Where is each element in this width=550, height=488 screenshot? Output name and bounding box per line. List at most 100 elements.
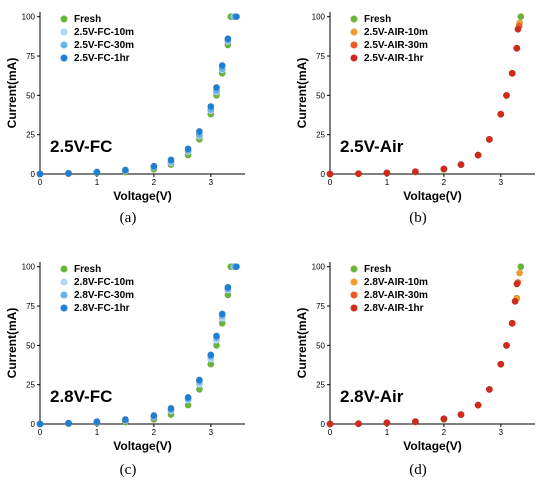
- legend-marker: [350, 15, 358, 23]
- y-tick-label: 75: [316, 52, 325, 61]
- data-point: [207, 351, 215, 359]
- legend-label: 2.5V-AIR-10m: [364, 27, 428, 38]
- x-tick-label: 2: [152, 178, 157, 187]
- y-tick-label: 0: [321, 170, 326, 179]
- legend-marker: [350, 41, 358, 49]
- data-point: [167, 156, 175, 164]
- panel-label: 2.5V-FC: [50, 137, 112, 156]
- legend-label: 2.8V-FC-10m: [74, 277, 134, 288]
- y-tick-label: 0: [321, 420, 326, 429]
- data-point: [224, 35, 232, 43]
- data-point: [207, 103, 215, 110]
- data-point: [457, 411, 465, 418]
- chart-panel: 0 25 50 75 100 0 1 2 3 Voltage(V) Current(mA) Fresh…: [5, 262, 245, 478]
- panel-caption: (b): [409, 210, 427, 226]
- y-tick-label: 50: [26, 91, 35, 100]
- legend-label: Fresh: [74, 264, 101, 275]
- legend-marker: [60, 304, 68, 312]
- data-point: [513, 44, 521, 52]
- legend-label: 2.5V-FC-30m: [74, 40, 134, 51]
- data-point: [195, 376, 203, 384]
- x-tick-label: 1: [95, 178, 100, 187]
- legend-label: 2.5V-AIR-30m: [364, 40, 428, 51]
- data-point: [503, 92, 510, 99]
- data-point: [195, 128, 203, 135]
- chart-panel: 0 25 50 75 100 0 1 2 3 Voltage(V) Current(mA) Fresh…: [295, 12, 535, 226]
- data-point: [508, 319, 516, 327]
- data-point: [474, 401, 482, 409]
- x-tick-label: 1: [385, 178, 390, 187]
- y-tick-label: 50: [316, 341, 325, 350]
- data-point: [485, 135, 493, 143]
- legend-label: 2.8V-AIR-30m: [364, 290, 428, 301]
- legend-label: 2.8V-FC-30m: [74, 290, 134, 301]
- x-tick-label: 3: [499, 428, 504, 437]
- x-tick-label: 0: [38, 178, 43, 187]
- data-point: [411, 168, 419, 176]
- y-tick-label: 50: [26, 341, 35, 350]
- legend-marker: [350, 304, 358, 312]
- x-axis-title: Voltage(V): [113, 439, 171, 453]
- data-point: [474, 151, 482, 159]
- panel-label: 2.5V-Air: [340, 137, 404, 156]
- panel-label: 2.8V-FC: [50, 387, 112, 406]
- y-tick-label: 0: [31, 420, 36, 429]
- data-point: [497, 360, 505, 368]
- legend-marker: [350, 265, 358, 273]
- legend-marker: [350, 28, 358, 36]
- data-point: [503, 341, 510, 349]
- legend-label: Fresh: [364, 264, 391, 275]
- data-point: [150, 162, 158, 170]
- data-point: [122, 166, 129, 174]
- legend-label: Fresh: [74, 14, 101, 25]
- data-point: [440, 415, 448, 423]
- y-tick-label: 75: [316, 302, 325, 311]
- legend-label: 2.5V-FC-1hr: [74, 53, 130, 64]
- x-tick-label: 2: [442, 428, 447, 437]
- legend-marker: [60, 291, 68, 299]
- x-axis-title: Voltage(V): [113, 189, 171, 203]
- x-tick-label: 0: [328, 178, 333, 187]
- x-tick-label: 1: [385, 428, 390, 437]
- legend-marker: [60, 278, 68, 286]
- legend-marker: [350, 278, 358, 286]
- data-point: [184, 393, 192, 401]
- data-point: [224, 283, 232, 291]
- y-tick-label: 75: [26, 52, 35, 61]
- y-tick-label: 100: [22, 263, 36, 272]
- x-tick-label: 2: [152, 428, 157, 437]
- data-point: [508, 69, 516, 77]
- data-point: [440, 165, 448, 173]
- x-tick-label: 0: [328, 428, 333, 437]
- y-axis-title: Current(mA): [5, 58, 19, 129]
- y-tick-label: 75: [26, 302, 35, 311]
- legend-label: 2.5V-FC-10m: [74, 27, 134, 38]
- data-point: [65, 419, 72, 427]
- legend-marker: [350, 291, 358, 299]
- data-point: [36, 170, 44, 178]
- data-point: [485, 385, 493, 393]
- y-tick-label: 0: [31, 170, 36, 179]
- data-point: [514, 25, 522, 33]
- x-tick-label: 1: [95, 428, 100, 437]
- x-tick-label: 2: [442, 178, 447, 187]
- legend-marker: [60, 28, 68, 36]
- data-point: [93, 418, 101, 425]
- data-point: [167, 404, 175, 412]
- x-tick-label: 0: [38, 428, 43, 437]
- chart-panel: 0 25 50 75 100 0 1 2 3 Voltage(V) Current(mA) Fresh…: [5, 12, 245, 226]
- data-point: [233, 13, 240, 21]
- y-tick-label: 50: [316, 91, 325, 100]
- data-point: [355, 170, 362, 178]
- y-tick-label: 25: [26, 131, 35, 140]
- data-point: [184, 145, 192, 153]
- y-axis-title: Current(mA): [295, 308, 309, 379]
- panel-caption: (c): [120, 462, 137, 478]
- data-point: [411, 418, 419, 425]
- data-point: [218, 310, 226, 318]
- chart-panel: 0 25 50 75 100 0 1 2 3 Voltage(V) Current(mA) Fresh…: [295, 262, 535, 478]
- panel-label: 2.8V-Air: [340, 387, 404, 406]
- y-tick-label: 25: [26, 381, 35, 390]
- data-point: [36, 420, 44, 428]
